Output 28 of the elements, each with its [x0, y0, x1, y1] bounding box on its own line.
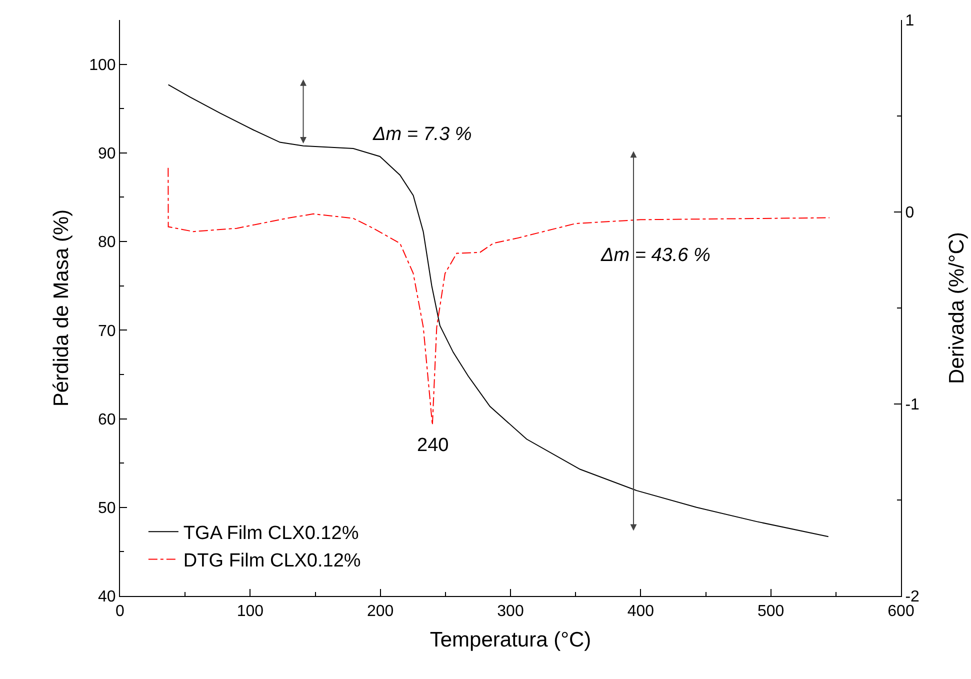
y2-tick-label: -1 — [905, 396, 920, 414]
x-tick-label: 100 — [236, 603, 264, 620]
x-tick-label: 0 — [116, 603, 125, 620]
annotation: 240 — [417, 435, 449, 456]
y-axis-title: Pérdida de Masa (%) — [50, 209, 73, 407]
y-tick-label: 40 — [98, 588, 116, 606]
legend-label: DTG Film CLX0.12% — [183, 550, 361, 572]
x-tick-label: 300 — [497, 603, 524, 620]
y2-tick-label: 0 — [905, 204, 914, 222]
y-tick-label: 80 — [98, 234, 116, 252]
legend-label: TGA Film CLX0.12% — [183, 522, 359, 544]
y-tick-label: 50 — [98, 500, 116, 517]
x-tick-label: 200 — [366, 603, 394, 620]
line-series — [168, 167, 830, 426]
x-tick-label: 400 — [627, 603, 654, 620]
y2-axis-title: Derivada (%/°C) — [946, 232, 968, 384]
y-tick-label: 60 — [98, 411, 116, 428]
x-tick-label: 600 — [888, 603, 914, 620]
y2-tick-label: 1 — [905, 12, 914, 30]
y-tick-label: 100 — [89, 56, 116, 74]
x-axis-title: Temperatura (°C) — [430, 628, 592, 652]
x-tick-label: 500 — [757, 603, 784, 620]
y2-tick-label: -2 — [905, 588, 920, 606]
y-tick-label: 70 — [98, 322, 116, 340]
annotation: Δm = 43.6 % — [600, 245, 710, 266]
annotation: Δm = 7.3 % — [372, 124, 472, 145]
line-series — [168, 84, 829, 538]
y-tick-label: 90 — [98, 146, 116, 163]
